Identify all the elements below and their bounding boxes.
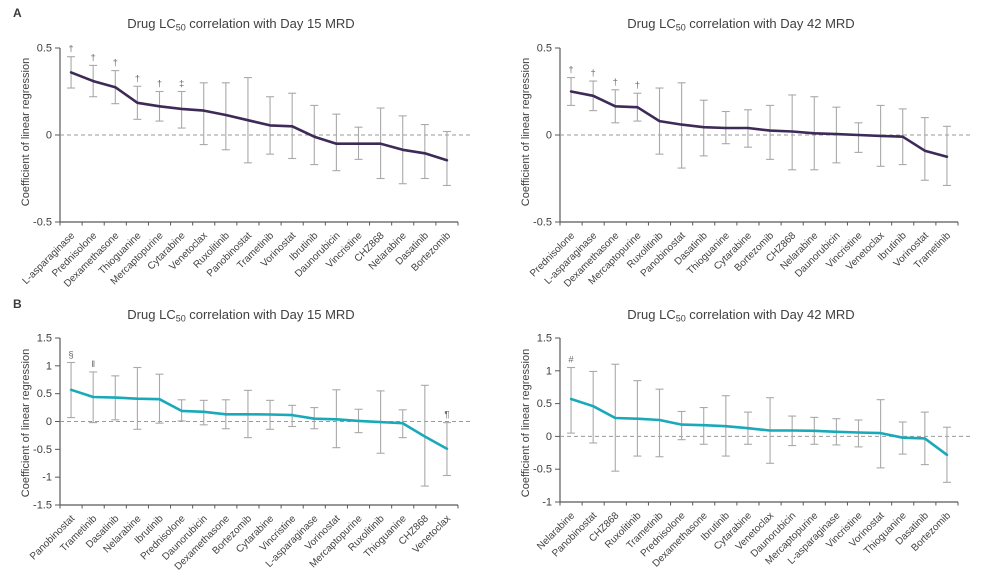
chart-b-day15-mrd: Drug LC50 correlation with Day 15 MRD Coef… bbox=[20, 307, 470, 573]
significance-marker: † bbox=[113, 58, 118, 69]
significance-markers-group: # bbox=[568, 355, 574, 366]
significance-markers-group: † † † † † ‡ bbox=[68, 44, 184, 90]
x-tick-labels-group: L-asparaginasePrednisoloneDexamethasoneT… bbox=[21, 230, 454, 290]
y-tick-label: 0 bbox=[546, 431, 552, 443]
y-axis-group: 1.5 1 0.5 0 -0.5 -1 bbox=[533, 333, 561, 509]
y-tick-label: 0 bbox=[546, 130, 552, 142]
error-bar bbox=[854, 122, 863, 153]
y-axis-label: Coefficient of linear regression bbox=[520, 58, 532, 206]
y-tick-label: 1.5 bbox=[37, 333, 52, 345]
y-axis-label: Coefficient of linear regression bbox=[20, 349, 32, 497]
y-tick-label: -0.5 bbox=[533, 217, 552, 229]
error-bar bbox=[420, 124, 429, 180]
y-tick-label: 0 bbox=[46, 130, 52, 142]
error-bars-group bbox=[567, 363, 951, 483]
chart-a-day15-mrd: Drug LC50 correlation with Day 15 MRD Coef… bbox=[20, 16, 470, 290]
y-axis-label: Coefficient of linear regression bbox=[20, 58, 32, 206]
data-line bbox=[569, 90, 949, 159]
significance-markers-group: § ‖ ¶ bbox=[68, 349, 449, 420]
y-tick-label: -1.5 bbox=[33, 500, 52, 512]
y-axis-label: Coefficient of linear regression bbox=[520, 349, 532, 497]
chart-a-day42-mrd: Drug LC50 correlation with Day 42 MRD Coef… bbox=[520, 16, 970, 290]
error-bar bbox=[310, 104, 319, 166]
x-axis-group bbox=[59, 221, 459, 226]
significance-marker: † bbox=[591, 68, 596, 79]
chart-title: Drug LC50 correlation with Day 15 MRD bbox=[127, 16, 354, 33]
y-tick-label: 1 bbox=[546, 365, 552, 377]
error-bars-group bbox=[67, 56, 451, 187]
y-axis-group: 0.5 0 -0.5 bbox=[533, 43, 561, 229]
data-line bbox=[69, 71, 449, 162]
y-tick-label: -0.5 bbox=[33, 444, 52, 456]
x-axis-group bbox=[59, 504, 459, 509]
y-tick-label: 0.5 bbox=[37, 388, 52, 400]
y-axis-group: 1.5 1 0.5 0 -0.5 -1 -1.5 bbox=[33, 333, 61, 512]
x-tick-labels-group: PanobinostatTrametinibDasatinibNelarabin… bbox=[28, 513, 453, 573]
significance-marker: † bbox=[613, 77, 618, 88]
panel-a-label: A bbox=[13, 6, 22, 20]
significance-marker: # bbox=[568, 355, 574, 366]
significance-markers-group: † † † † bbox=[568, 65, 640, 92]
error-bars-group bbox=[67, 361, 451, 487]
error-bar bbox=[442, 130, 451, 187]
error-bar bbox=[920, 117, 929, 181]
y-tick-label: 1 bbox=[46, 360, 52, 372]
data-line bbox=[569, 397, 949, 457]
x-axis-group bbox=[559, 221, 959, 226]
significance-marker: † bbox=[91, 52, 96, 63]
significance-marker: † bbox=[135, 73, 140, 84]
y-tick-label: 0.5 bbox=[537, 398, 552, 410]
significance-marker: ¶ bbox=[444, 410, 449, 421]
y-tick-label: -1 bbox=[42, 472, 52, 484]
y-tick-label: 0.5 bbox=[37, 43, 52, 55]
significance-marker: § bbox=[68, 349, 73, 360]
error-bar bbox=[199, 82, 208, 146]
x-tick-labels-group: NelarabinePanobinostatCHZ868RuxolitinibT… bbox=[535, 510, 953, 570]
error-bar bbox=[655, 388, 664, 458]
x-tick-labels-group: PrednisoloneL-asparaginaseDexamethasoneM… bbox=[528, 230, 953, 290]
significance-marker: † bbox=[157, 79, 162, 90]
y-tick-label: 0.5 bbox=[537, 43, 552, 55]
y-tick-label: 0 bbox=[46, 416, 52, 428]
x-axis-group bbox=[559, 501, 959, 506]
panel-b-label: B bbox=[13, 297, 22, 311]
y-axis-group: 0.5 0 -0.5 bbox=[33, 43, 61, 229]
chart-title: Drug LC50 correlation with Day 42 MRD bbox=[627, 16, 854, 33]
error-bars-group bbox=[567, 77, 951, 187]
significance-marker: ‡ bbox=[179, 79, 184, 90]
y-tick-label: -1 bbox=[542, 497, 552, 509]
significance-marker: ‖ bbox=[91, 359, 95, 370]
chart-title: Drug LC50 correlation with Day 42 MRD bbox=[627, 307, 854, 324]
chart-title: Drug LC50 correlation with Day 15 MRD bbox=[127, 307, 354, 324]
significance-marker: † bbox=[68, 44, 73, 55]
y-tick-label: 1.5 bbox=[537, 333, 552, 345]
error-bar bbox=[766, 104, 775, 160]
significance-marker: † bbox=[635, 80, 640, 91]
data-line bbox=[69, 388, 449, 451]
y-tick-label: -0.5 bbox=[533, 464, 552, 476]
chart-b-day42-mrd: Drug LC50 correlation with Day 42 MRD Coef… bbox=[520, 307, 970, 570]
y-tick-label: -0.5 bbox=[33, 217, 52, 229]
significance-marker: † bbox=[568, 65, 573, 76]
